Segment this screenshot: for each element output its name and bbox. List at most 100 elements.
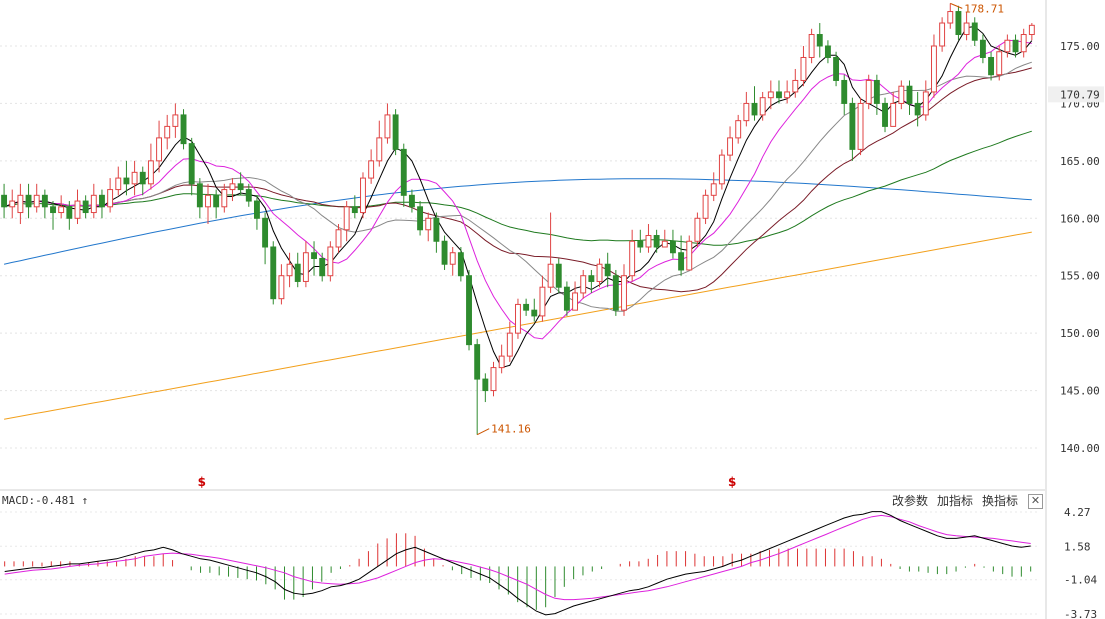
candle-body xyxy=(621,275,627,311)
candle xyxy=(180,109,187,150)
candle xyxy=(661,229,668,248)
candle-body xyxy=(547,263,554,288)
candle xyxy=(482,373,489,403)
candle xyxy=(196,178,203,219)
dividend-marker: $ xyxy=(198,475,206,489)
candle-body xyxy=(816,34,823,47)
candle-body xyxy=(131,171,138,185)
candle-body xyxy=(482,378,489,392)
price-annotations: 178.71 141.16 $ $ xyxy=(198,2,1004,489)
price-tick-label: 145.00 xyxy=(1060,385,1100,398)
candle xyxy=(164,114,171,150)
candle xyxy=(286,252,293,288)
candle-body xyxy=(906,85,913,104)
candle-body xyxy=(857,102,864,150)
candle xyxy=(931,34,937,98)
candle-body xyxy=(262,217,269,248)
candle xyxy=(74,189,81,225)
candle-body xyxy=(898,85,905,104)
candle-body xyxy=(931,45,937,93)
candle-body xyxy=(523,303,530,311)
candle xyxy=(539,275,546,322)
candle xyxy=(572,281,579,311)
candle-body xyxy=(294,263,301,282)
candle xyxy=(1,183,8,219)
high-pointer xyxy=(950,2,963,9)
close-icon[interactable]: ✕ xyxy=(1028,494,1043,509)
candle-body xyxy=(776,91,782,99)
candle xyxy=(922,80,929,121)
candle-body xyxy=(229,183,236,191)
candle xyxy=(368,149,375,184)
dividend-marker: $ xyxy=(728,475,736,489)
candlestick-series[interactable] xyxy=(1,3,1035,435)
candle-body xyxy=(963,22,970,36)
candle-body xyxy=(351,206,358,214)
candle xyxy=(849,97,856,161)
candle xyxy=(759,91,766,121)
candle xyxy=(237,172,244,196)
candle xyxy=(351,195,358,219)
candle xyxy=(50,201,56,230)
candle xyxy=(294,252,301,288)
add-indicator-button[interactable]: 加指标 xyxy=(937,494,974,508)
candle-body xyxy=(922,91,929,116)
candle xyxy=(90,183,97,219)
switch-indicator-button[interactable]: 换指标 xyxy=(982,494,1019,508)
candle-body xyxy=(449,252,456,265)
candle-body xyxy=(188,143,195,185)
candle xyxy=(882,97,888,133)
macd-dea-line xyxy=(4,514,1031,601)
candle-body xyxy=(474,344,481,380)
candle xyxy=(205,183,211,225)
candle xyxy=(604,252,611,288)
candle-body xyxy=(669,240,676,254)
candle-body xyxy=(205,194,211,208)
candle-body xyxy=(66,206,73,219)
candle xyxy=(735,114,742,144)
candle-body xyxy=(645,235,652,248)
candle-body xyxy=(743,102,750,122)
macd-tick-label: 1.58 xyxy=(1064,540,1091,553)
candle xyxy=(188,137,195,196)
candle xyxy=(751,86,758,121)
candle xyxy=(776,80,782,104)
candle-body xyxy=(433,217,440,242)
candle xyxy=(1012,34,1019,58)
candle xyxy=(360,172,366,219)
macd-histogram xyxy=(4,533,1032,610)
candle-body xyxy=(400,148,407,196)
candle xyxy=(302,241,309,288)
candle-body xyxy=(360,177,366,214)
candle-body xyxy=(408,194,415,208)
candle xyxy=(229,178,236,202)
candle-body xyxy=(751,102,758,116)
candle xyxy=(996,46,1003,81)
candle xyxy=(939,17,946,52)
candle xyxy=(637,229,644,253)
candle xyxy=(800,46,807,87)
candle xyxy=(694,212,701,247)
candle xyxy=(253,195,260,230)
candle-body xyxy=(955,11,962,36)
candle xyxy=(898,80,905,110)
candle xyxy=(686,235,693,271)
edit-params-button[interactable]: 改参数 xyxy=(892,494,929,508)
candle xyxy=(270,241,277,305)
candle-body xyxy=(971,22,978,41)
candle-body xyxy=(506,332,513,357)
macd-tick-label: 4.27 xyxy=(1064,506,1091,519)
candle-body xyxy=(824,45,831,58)
candle xyxy=(743,91,750,127)
candle-body xyxy=(245,189,252,202)
price-tick-label: 140.00 xyxy=(1060,442,1100,455)
candle xyxy=(41,189,48,219)
candle xyxy=(784,80,791,104)
candle-body xyxy=(612,275,619,311)
candle-body xyxy=(979,39,986,58)
candle-body xyxy=(1012,39,1019,53)
candle xyxy=(131,160,138,196)
price-tick-label: 160.00 xyxy=(1060,212,1100,225)
candle xyxy=(596,258,603,288)
